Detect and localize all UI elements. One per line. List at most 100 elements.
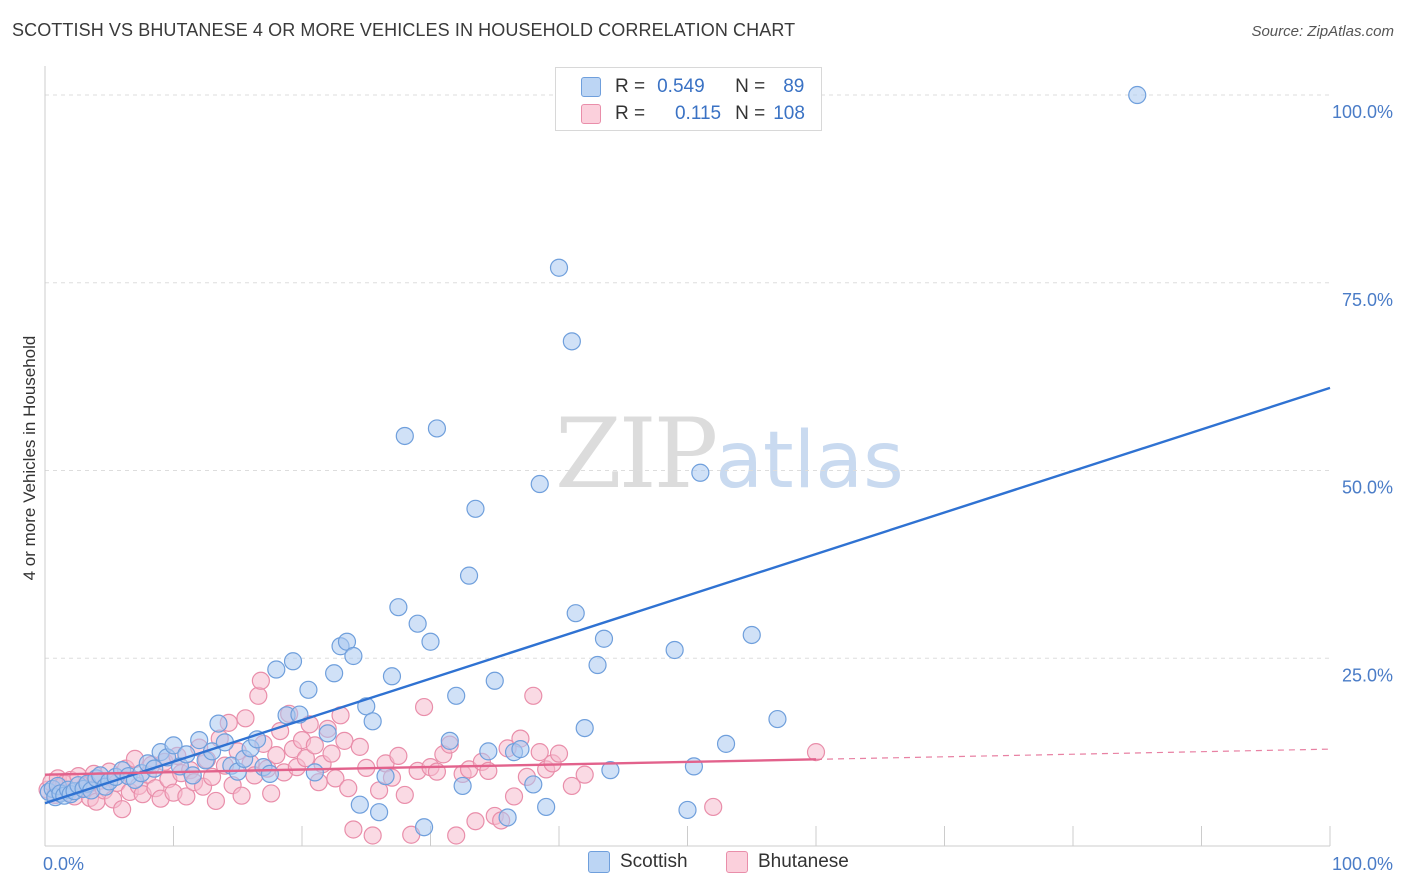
scottish-point	[537, 797, 556, 817]
scottish-point	[453, 776, 472, 796]
bhutanese-point	[562, 776, 581, 796]
legend-row-scottish: R = 0.549 N = 89	[581, 75, 804, 99]
x-tick-label: 0.0%	[43, 854, 84, 874]
bhutanese-point	[575, 765, 594, 784]
scottish-point	[318, 724, 337, 743]
bhutanese-point	[395, 785, 414, 805]
bhutanese-point	[344, 820, 363, 839]
scottish-point	[376, 767, 395, 786]
scottish-point	[325, 664, 344, 683]
scottish-point	[530, 474, 549, 494]
bhutanese-point	[206, 791, 226, 811]
scottish-point	[447, 686, 466, 705]
bhutanese-point	[504, 787, 524, 806]
bottom-legend-label: Scottish	[620, 851, 688, 872]
bhutanese-point	[704, 797, 723, 817]
scottish-trend-line	[44, 386, 1331, 805]
scottish-point	[485, 671, 504, 690]
trend-lines	[44, 386, 1331, 805]
scottish-point	[382, 667, 402, 686]
chart-title: SCOTTISH VS BHUTANESE 4 OR MORE VEHICLES…	[12, 20, 796, 40]
scottish-point	[524, 775, 543, 794]
watermark-atlas: atlas	[715, 416, 904, 506]
bhutanese-point	[249, 686, 268, 705]
scottish-point	[260, 764, 279, 784]
scottish-point	[511, 740, 530, 759]
bhutanese-point	[549, 744, 569, 763]
scottish-swatch	[588, 851, 610, 873]
axes	[44, 66, 1331, 847]
y-tick-label: 100.0%	[1332, 102, 1393, 122]
scottish-point	[588, 655, 607, 675]
watermark-zip: ZIP	[555, 398, 718, 510]
watermark: ZIPatlas	[555, 398, 904, 510]
scottish-point	[716, 734, 736, 753]
bhutanese-point	[296, 749, 315, 768]
scottish-point	[575, 718, 594, 738]
bhutanese-point	[339, 779, 358, 798]
scottish-point	[344, 646, 363, 666]
scottish-point	[395, 426, 414, 446]
correlation-legend: R = 0.549 N = 89 R = 0.115 N = 108	[555, 67, 822, 131]
bhutanese-point	[363, 826, 382, 845]
scottish-point	[549, 258, 569, 277]
y-tick-label: 75.0%	[1342, 290, 1393, 310]
scottish-point	[678, 800, 697, 820]
source-label: Source: ZipAtlas.com	[1251, 23, 1394, 40]
scottish-point	[357, 697, 376, 716]
legend-r-label: R =	[615, 103, 646, 124]
scottish-point	[594, 629, 614, 648]
legend-row-bhutanese: R = 0.115 N = 108	[581, 102, 805, 126]
scottish-point	[305, 763, 324, 782]
scottish-point	[283, 652, 303, 671]
scottish-point	[164, 736, 183, 755]
scottish-point	[267, 660, 286, 679]
legend-r-value: 0.549	[657, 76, 705, 97]
scottish-point	[421, 632, 440, 651]
scottish-point	[1128, 85, 1147, 105]
scottish-point	[665, 640, 684, 660]
bhutanese-point	[112, 800, 132, 819]
bhutanese-point	[530, 743, 549, 762]
bottom-legend-bhutanese: Bhutanese	[726, 851, 849, 873]
scottish-point	[466, 499, 485, 518]
scottish-point	[566, 604, 585, 623]
bhutanese-point	[350, 737, 369, 756]
bhutanese-trend-extension	[815, 748, 1331, 760]
scottish-point	[768, 709, 787, 729]
bhutanese-point	[236, 709, 255, 728]
bhutanese-point	[524, 686, 543, 705]
bhutanese-point	[267, 746, 286, 765]
y-tick-label: 50.0%	[1342, 478, 1393, 498]
bhutanese-point	[305, 736, 324, 755]
scottish-point	[363, 712, 382, 731]
scottish-point	[691, 463, 710, 482]
bottom-legend-scottish: Scottish	[588, 851, 688, 873]
bhutanese-point	[466, 812, 485, 831]
bhutanese-swatch	[581, 104, 601, 124]
scottish-point	[498, 808, 517, 827]
legend-n-label: N =	[735, 103, 766, 124]
bhutanese-point	[447, 826, 466, 845]
scottish-point	[601, 761, 620, 780]
bhutanese-trend-line	[44, 758, 817, 776]
bhutanese-point	[202, 767, 222, 787]
bhutanese-point	[177, 787, 196, 806]
scottish-point	[562, 332, 581, 351]
grid-lines	[45, 94, 1330, 659]
bhutanese-point	[322, 744, 341, 763]
scottish-point	[459, 566, 479, 585]
scottish-point	[350, 795, 369, 814]
legend-r-value: 0.115	[674, 103, 722, 124]
axis-labels: 25.0% 50.0% 75.0% 100.0% 0.0% 100.0% 4 or more…	[20, 102, 1393, 874]
scottish-point	[370, 803, 389, 822]
bhutanese-swatch	[726, 851, 748, 873]
bhutanese-point	[262, 784, 281, 803]
scottish-point	[427, 419, 447, 438]
scottish-point	[209, 714, 228, 733]
scottish-point	[389, 598, 408, 617]
scottish-point	[440, 731, 459, 750]
bhutanese-point	[414, 697, 434, 717]
scottish-points	[39, 85, 1147, 837]
